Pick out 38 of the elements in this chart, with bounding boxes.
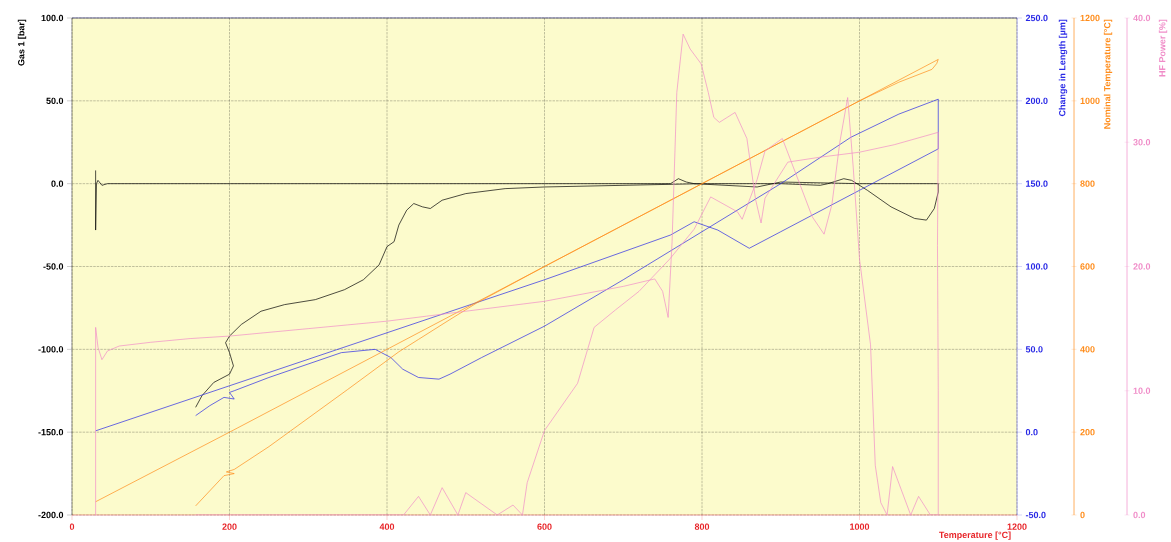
y2-tick-label: 200.0 <box>1025 97 1048 105</box>
y-tick-label: 100.0 <box>41 14 64 22</box>
x-axis-title: Temperature [°C] <box>939 531 1011 540</box>
x-tick-label: 600 <box>537 523 552 530</box>
x-tick-label: 0 <box>69 523 75 530</box>
y2-tick-label: -50.0 <box>1025 511 1046 519</box>
y3-tick-label: 200 <box>1080 428 1095 436</box>
y3-axis-title: Nominal Temperature [°C] <box>1103 19 1113 129</box>
y-tick-label: 0.0 <box>1133 511 1146 519</box>
x-tick-label: 200 <box>222 523 237 530</box>
y2-tick-label: 250.0 <box>1025 14 1048 22</box>
y-tick-label: 20.0 <box>1133 263 1151 270</box>
y2-tick-label: 0.0 <box>1025 428 1038 436</box>
y-tick-label: -150.0 <box>38 428 64 436</box>
y-tick-label: 10.0 <box>1133 387 1151 394</box>
y-tick-label: 40.0 <box>1133 14 1151 22</box>
y-tick-label: 0.0 <box>51 180 64 187</box>
y2-tick-label: 150.0 <box>1026 180 1048 187</box>
y-tick-label: -50.0 <box>43 263 64 270</box>
y3-tick-label: 800 <box>1080 180 1095 187</box>
y-tick-label: 30.0 <box>1133 139 1151 146</box>
x-tick-label: 1200 <box>1007 523 1027 530</box>
y3-tick-label: 1000 <box>1080 97 1100 105</box>
y3-tick-label: 600 <box>1080 263 1095 270</box>
x-tick-label: 800 <box>694 523 710 530</box>
y-axis-title: HF Power [%] <box>1158 19 1168 77</box>
y3-tick-label: 0 <box>1080 511 1085 519</box>
y3-tick-label: 1200 <box>1080 14 1100 22</box>
y2-axis-title: Change in Length [µm] <box>1058 19 1068 117</box>
y2-tick-label: 100.0 <box>1026 263 1048 270</box>
x-tick-label: 1000 <box>850 523 870 530</box>
y-tick-label: -200.0 <box>38 511 64 519</box>
x-tick-label: 400 <box>379 523 395 530</box>
y2-tick-label: 50.0 <box>1025 346 1043 353</box>
y-axis-title: Gas 1 [bar] <box>17 19 27 66</box>
y-tick-label: -100.0 <box>38 346 64 353</box>
y-tick-label: 50.0 <box>46 97 64 105</box>
y3-tick-label: 400 <box>1080 346 1095 353</box>
